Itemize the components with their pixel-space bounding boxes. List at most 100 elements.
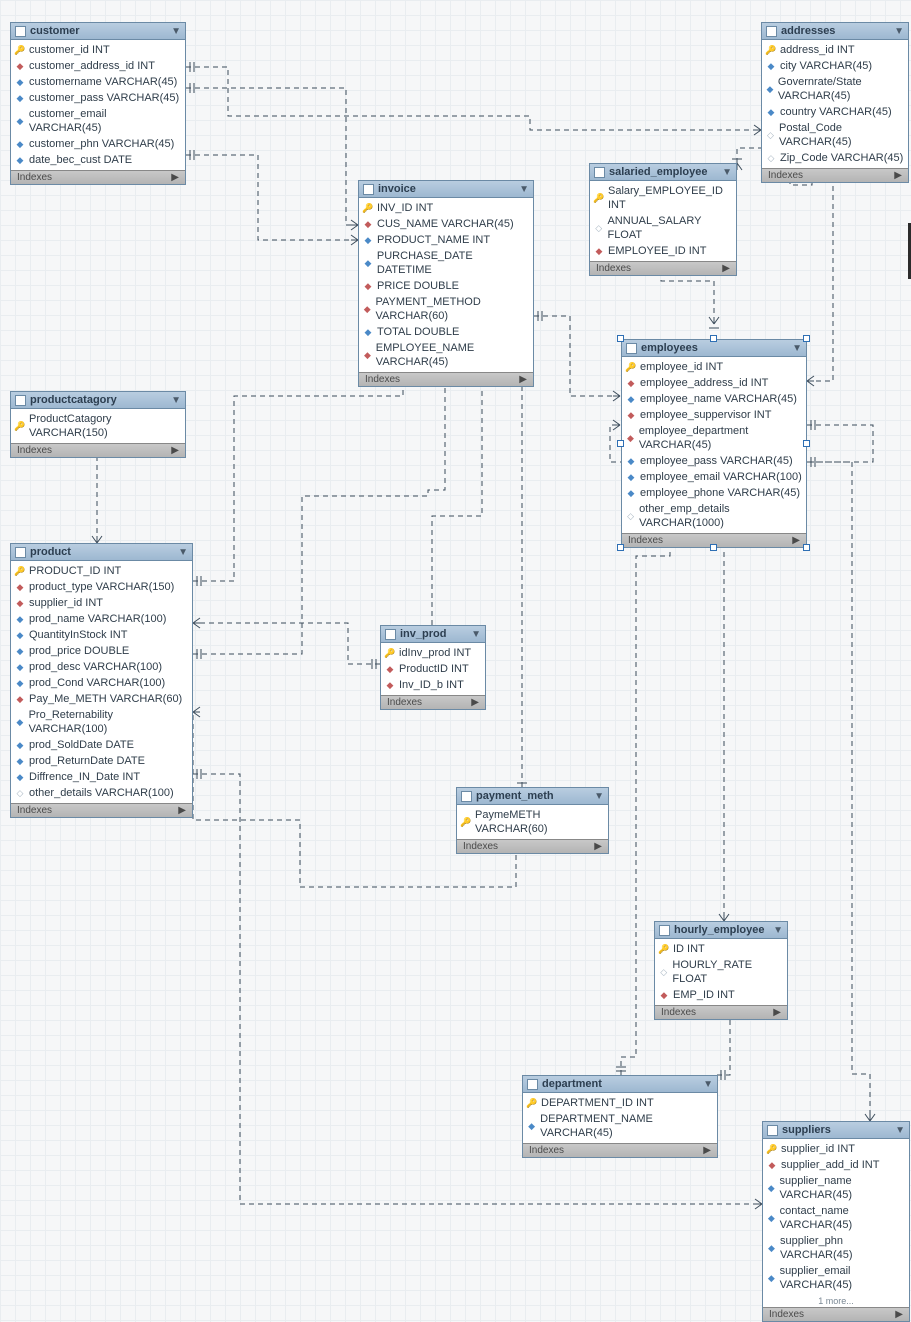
entity-inv_prod[interactable]: inv_prod▼🔑idInv_prod INT◆ProductID INT◆I…: [380, 625, 486, 710]
column-row[interactable]: 🔑ID INT: [655, 941, 787, 957]
column-row[interactable]: ◆EMPLOYEE_NAME VARCHAR(45): [359, 340, 533, 370]
column-row[interactable]: 🔑address_id INT: [762, 42, 908, 58]
column-row[interactable]: ◇Postal_Code VARCHAR(45): [762, 120, 908, 150]
collapse-icon[interactable]: ▼: [471, 629, 481, 640]
column-row[interactable]: ◇ANNUAL_SALARY FLOAT: [590, 213, 736, 243]
selection-handle[interactable]: [803, 335, 810, 342]
expand-icon[interactable]: ▶: [894, 170, 902, 181]
entity-title[interactable]: department▼: [523, 1076, 717, 1093]
relationship-line[interactable]: [193, 363, 403, 581]
relationship-line[interactable]: [186, 67, 761, 130]
indexes-bar[interactable]: Indexes▶: [523, 1143, 717, 1157]
column-row[interactable]: ◆ProductID INT: [381, 661, 485, 677]
column-row[interactable]: ◆supplier_name VARCHAR(45): [763, 1173, 909, 1203]
column-row[interactable]: ◆PRODUCT_NAME INT: [359, 232, 533, 248]
column-row[interactable]: ◆employee_suppervisor INT: [622, 407, 806, 423]
column-row[interactable]: ◆customer_pass VARCHAR(45): [11, 90, 185, 106]
column-row[interactable]: ◆EMPLOYEE_ID INT: [590, 243, 736, 259]
indexes-bar[interactable]: Indexes▶: [359, 372, 533, 386]
entity-title[interactable]: product▼: [11, 544, 192, 561]
column-row[interactable]: ◆PURCHASE_DATE DATETIME: [359, 248, 533, 278]
column-row[interactable]: ◆prod_name VARCHAR(100): [11, 611, 192, 627]
column-row[interactable]: ◆prod_desc VARCHAR(100): [11, 659, 192, 675]
selection-handle[interactable]: [617, 335, 624, 342]
expand-icon[interactable]: ▶: [594, 841, 602, 852]
column-row[interactable]: ◆supplier_email VARCHAR(45): [763, 1263, 909, 1293]
column-row[interactable]: ◆EMP_ID INT: [655, 987, 787, 1003]
column-row[interactable]: ◆customer_phn VARCHAR(45): [11, 136, 185, 152]
indexes-bar[interactable]: Indexes▶: [11, 443, 185, 457]
column-row[interactable]: 🔑ProductCatagory VARCHAR(150): [11, 411, 185, 441]
selection-handle[interactable]: [617, 440, 624, 447]
expand-icon[interactable]: ▶: [773, 1007, 781, 1018]
expand-icon[interactable]: ▶: [171, 172, 179, 183]
indexes-bar[interactable]: Indexes▶: [381, 695, 485, 709]
column-row[interactable]: ◆Inv_ID_b INT: [381, 677, 485, 693]
column-row[interactable]: ◆employee_pass VARCHAR(45): [622, 453, 806, 469]
column-row[interactable]: 🔑DEPARTMENT_ID INT: [523, 1095, 717, 1111]
entity-employees[interactable]: employees▼ 🔑employee_id INT◆employee_addr…: [621, 339, 807, 548]
column-row[interactable]: ◆city VARCHAR(45): [762, 58, 908, 74]
selection-handle[interactable]: [617, 544, 624, 551]
relationship-line[interactable]: [807, 462, 870, 1121]
entity-title[interactable]: employees▼: [622, 340, 806, 357]
entity-customer[interactable]: customer▼🔑customer_id INT◆customer_addre…: [10, 22, 186, 185]
entity-title[interactable]: inv_prod▼: [381, 626, 485, 643]
entity-title[interactable]: productcatagory▼: [11, 392, 185, 409]
column-row[interactable]: ◆supplier_id INT: [11, 595, 192, 611]
column-row[interactable]: ◆product_type VARCHAR(150): [11, 579, 192, 595]
column-row[interactable]: ◆employee_phone VARCHAR(45): [622, 485, 806, 501]
column-row[interactable]: ◆prod_ReturnDate DATE: [11, 753, 192, 769]
column-row[interactable]: ◆contact_name VARCHAR(45): [763, 1203, 909, 1233]
column-row[interactable]: ◆QuantityInStock INT: [11, 627, 192, 643]
collapse-icon[interactable]: ▼: [895, 1125, 905, 1136]
entity-payment_meth[interactable]: payment_meth▼🔑PaymeMETH VARCHAR(60)Index…: [456, 787, 609, 854]
column-row[interactable]: ◇other_details VARCHAR(100): [11, 785, 192, 801]
collapse-icon[interactable]: ▼: [703, 1079, 713, 1090]
expand-icon[interactable]: ▶: [178, 805, 186, 816]
indexes-bar[interactable]: Indexes▶: [655, 1005, 787, 1019]
column-row[interactable]: ◆customername VARCHAR(45): [11, 74, 185, 90]
column-row[interactable]: ◆prod_SoldDate DATE: [11, 737, 192, 753]
relationship-line[interactable]: [193, 363, 445, 654]
column-row[interactable]: ◇HOURLY_RATE FLOAT: [655, 957, 787, 987]
column-row[interactable]: ◆supplier_phn VARCHAR(45): [763, 1233, 909, 1263]
column-row[interactable]: 🔑Salary_EMPLOYEE_ID INT: [590, 183, 736, 213]
column-row[interactable]: 🔑PRODUCT_ID INT: [11, 563, 192, 579]
expand-icon[interactable]: ▶: [519, 374, 527, 385]
column-row[interactable]: ◆employee_address_id INT: [622, 375, 806, 391]
column-row[interactable]: ◆PRICE DOUBLE: [359, 278, 533, 294]
collapse-icon[interactable]: ▼: [722, 167, 732, 178]
relationship-line[interactable]: [193, 623, 380, 664]
collapse-icon[interactable]: ▼: [171, 395, 181, 406]
entity-product[interactable]: product▼ 🔑PRODUCT_ID INT◆product_type VAR…: [10, 543, 193, 818]
expand-icon[interactable]: ▶: [171, 445, 179, 456]
column-row[interactable]: 🔑supplier_id INT: [763, 1141, 909, 1157]
column-row[interactable]: ◆country VARCHAR(45): [762, 104, 908, 120]
entity-title[interactable]: payment_meth▼: [457, 788, 608, 805]
entity-department[interactable]: department▼🔑DEPARTMENT_ID INT◆DEPARTMENT…: [522, 1075, 718, 1158]
column-row[interactable]: ◆Pro_Reternability VARCHAR(100): [11, 707, 192, 737]
entity-title[interactable]: invoice▼: [359, 181, 533, 198]
column-row[interactable]: ◇other_emp_details VARCHAR(1000): [622, 501, 806, 531]
collapse-icon[interactable]: ▼: [178, 547, 188, 558]
column-row[interactable]: ◆prod_price DOUBLE: [11, 643, 192, 659]
column-row[interactable]: ◆Pay_Me_METH VARCHAR(60): [11, 691, 192, 707]
column-row[interactable]: 🔑customer_id INT: [11, 42, 185, 58]
selection-handle[interactable]: [710, 335, 717, 342]
column-row[interactable]: ◆supplier_add_id INT: [763, 1157, 909, 1173]
entity-title[interactable]: hourly_employee▼: [655, 922, 787, 939]
entity-invoice[interactable]: invoice▼🔑INV_ID INT◆CUS_NAME VARCHAR(45)…: [358, 180, 534, 387]
collapse-icon[interactable]: ▼: [519, 184, 529, 195]
indexes-bar[interactable]: Indexes▶: [457, 839, 608, 853]
selection-handle[interactable]: [803, 544, 810, 551]
entity-addresses[interactable]: addresses▼🔑address_id INT◆city VARCHAR(4…: [761, 22, 909, 183]
column-row[interactable]: 🔑employee_id INT: [622, 359, 806, 375]
indexes-bar[interactable]: Indexes▶: [11, 803, 192, 817]
column-row[interactable]: ◆CUS_NAME VARCHAR(45): [359, 216, 533, 232]
entity-title[interactable]: customer▼: [11, 23, 185, 40]
indexes-bar[interactable]: Indexes▶: [763, 1307, 909, 1321]
column-row[interactable]: ◆Diffrence_IN_Date INT: [11, 769, 192, 785]
column-row[interactable]: ◆employee_name VARCHAR(45): [622, 391, 806, 407]
column-row[interactable]: ◆prod_Cond VARCHAR(100): [11, 675, 192, 691]
